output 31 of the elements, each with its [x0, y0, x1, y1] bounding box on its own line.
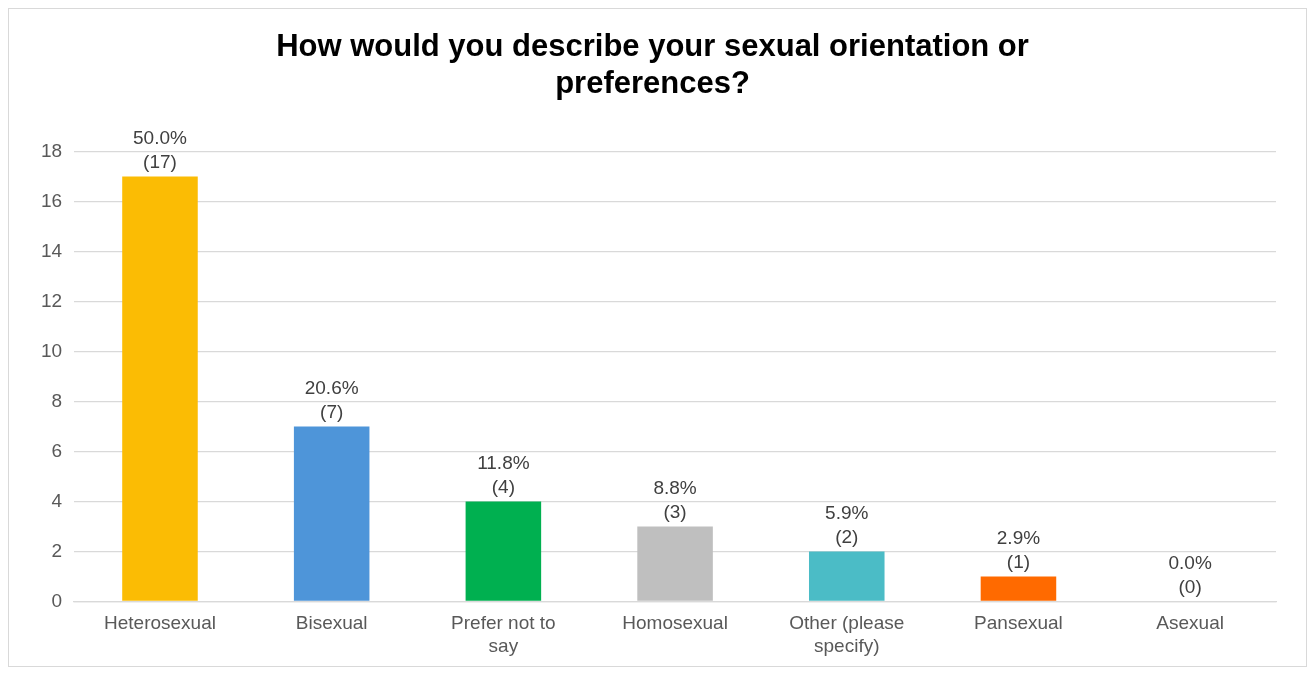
data-label: 2.9% (1): [996, 527, 1041, 573]
data-label: 5.9% (2): [825, 502, 869, 548]
x-tick-label: Bisexual: [295, 612, 368, 634]
x-tick-label: Other (please specify): [789, 612, 905, 656]
y-tick-label: 10: [40, 339, 63, 361]
x-tick-label: Heterosexual: [104, 612, 216, 634]
data-label: 20.6% (7): [304, 377, 359, 423]
bar: [637, 526, 713, 601]
bar: [465, 501, 542, 601]
bar: [122, 176, 198, 601]
y-tick-label: 14: [40, 239, 63, 261]
y-tick-label: 4: [51, 489, 63, 511]
y-tick-label: 16: [40, 189, 63, 211]
x-tick-label: Asexual: [1156, 612, 1224, 634]
y-tick-label: 6: [51, 439, 63, 461]
bar: [980, 576, 1057, 601]
data-label: 0.0% (0): [1168, 552, 1212, 598]
data-label: 50.0% (17): [133, 127, 188, 173]
y-tick-label: 2: [51, 539, 63, 561]
x-tick-label: Prefer not to say: [451, 612, 556, 656]
chart-title: How would you describe your sexual orientation or preferences?: [276, 28, 1029, 101]
y-tick-label: 8: [51, 389, 63, 411]
y-tick-label: 0: [51, 589, 63, 611]
bar: [293, 426, 370, 601]
data-label: 11.8% (4): [477, 452, 530, 498]
y-tick-label: 12: [40, 289, 63, 311]
data-label: 8.8% (3): [653, 477, 697, 523]
x-tick-label: Pansexual: [974, 612, 1063, 634]
x-tick-label: Homosexual: [622, 612, 728, 634]
y-tick-label: 18: [40, 139, 63, 161]
bar: [808, 551, 885, 601]
